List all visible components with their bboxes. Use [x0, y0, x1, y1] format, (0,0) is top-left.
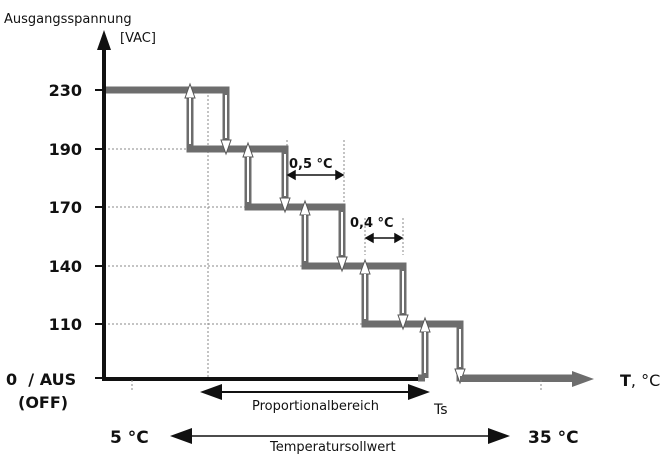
setpoint-label: Ts [433, 402, 448, 418]
x-axis-symbol: T [620, 371, 631, 390]
y-axis-title: Ausgangsspannung [4, 12, 132, 27]
y-label-170: 170 [49, 198, 82, 217]
y-label-off: (OFF) [18, 393, 68, 412]
proportional-band-label: Proportionalbereich [252, 399, 379, 414]
y-label-190: 190 [49, 140, 82, 159]
y-label-110: 110 [49, 315, 82, 334]
y-label-140: 140 [49, 257, 82, 276]
hysteresis-1-arrow-left [286, 169, 296, 181]
proportional-band-arrow [200, 384, 430, 400]
proportional-band-arrow-right [408, 384, 430, 400]
hysteresis-1-label: 0,5 °C [289, 157, 333, 172]
setpoint-min-label: 5 °C [110, 428, 149, 448]
setpoint-range-arrow [170, 428, 510, 444]
setpoint-range-arrow-left [170, 428, 192, 444]
setpoint-range-arrow-right [488, 428, 510, 444]
down-arrow-4 [397, 314, 409, 331]
down-arrow-2 [279, 197, 291, 214]
y-axis-arrowhead [97, 30, 111, 50]
x-axis-label: T, °C [620, 371, 660, 390]
setpoint-range-label: Temperatursollwert [269, 440, 396, 454]
proportional-band-arrow-left [200, 384, 222, 400]
y-ticks [95, 89, 104, 379]
up-arrows [184, 82, 431, 373]
x-axis-unit: , °C [631, 371, 660, 390]
voltage-step-curve [104, 86, 572, 382]
y-axis-unit: [VAC] [120, 31, 156, 46]
x-axis-arrowhead [572, 371, 594, 387]
y-label-230: 230 [49, 81, 82, 100]
down-arrow-1 [220, 139, 232, 156]
hysteresis-2-label: 0,4 °C [350, 216, 394, 231]
hysteresis-1-arrow-right [335, 169, 345, 181]
y-label-zero-off: 0 / AUS [6, 370, 76, 389]
hysteresis-2-arrow-right [394, 232, 404, 244]
hysteresis-2-arrow-left [364, 232, 374, 244]
hysteresis-dimensions [286, 169, 404, 244]
x-ticks [131, 380, 542, 392]
setpoint-max-label: 35 °C [528, 428, 579, 448]
down-arrow-3 [336, 256, 348, 273]
